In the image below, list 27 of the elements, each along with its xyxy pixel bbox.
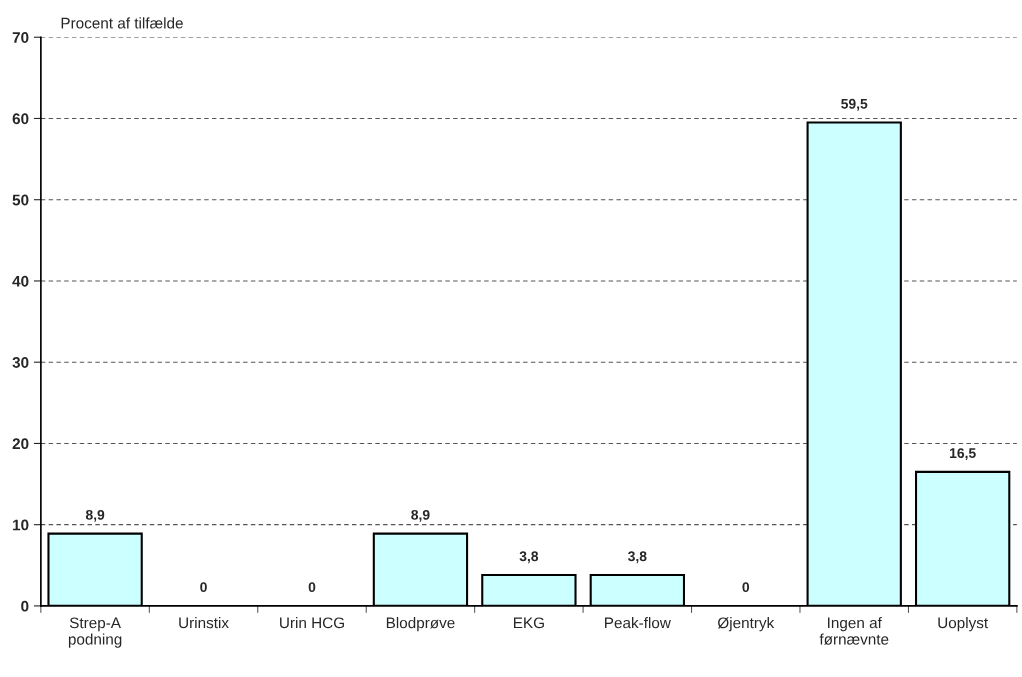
x-tick-label: EKG bbox=[514, 617, 544, 629]
data-label: 3,8 bbox=[519, 551, 539, 564]
y-tick-label: 70 bbox=[12, 32, 29, 43]
x-tick-label: Urin HCG bbox=[280, 617, 344, 629]
y-tick-label: 20 bbox=[12, 438, 29, 450]
x-tick-label: Uoplyst bbox=[938, 617, 989, 632]
y-tick-label: 50 bbox=[12, 194, 29, 206]
data-label: 0 bbox=[308, 582, 316, 593]
data-label: 16,5 bbox=[950, 448, 976, 461]
data-label: 3,8 bbox=[628, 551, 647, 564]
y-tick-label: 30 bbox=[12, 357, 29, 368]
x-tick-label: Peak-flow bbox=[605, 617, 671, 629]
data-label: 59,5 bbox=[841, 98, 868, 111]
data-label: 0 bbox=[742, 582, 750, 593]
y-axis-title: Procent af tilfælde bbox=[61, 17, 183, 29]
y-tick-label: 10 bbox=[13, 519, 29, 531]
data-label: 8,9 bbox=[85, 509, 105, 522]
x-tick-label: Ingen af førnævnte bbox=[819, 617, 889, 645]
data-label: 8,9 bbox=[411, 509, 430, 522]
y-tick-label: 0 bbox=[21, 600, 29, 612]
x-tick-label: Øjentryk bbox=[717, 617, 775, 632]
data-label: 0 bbox=[200, 582, 207, 593]
y-tick-label: 60 bbox=[12, 113, 29, 125]
x-tick-label: Urinstix bbox=[179, 617, 229, 629]
x-tick-label: Strep-A podning bbox=[68, 617, 122, 648]
x-tick-label: Blodprøve bbox=[386, 617, 455, 632]
y-tick-label: 40 bbox=[12, 275, 29, 287]
